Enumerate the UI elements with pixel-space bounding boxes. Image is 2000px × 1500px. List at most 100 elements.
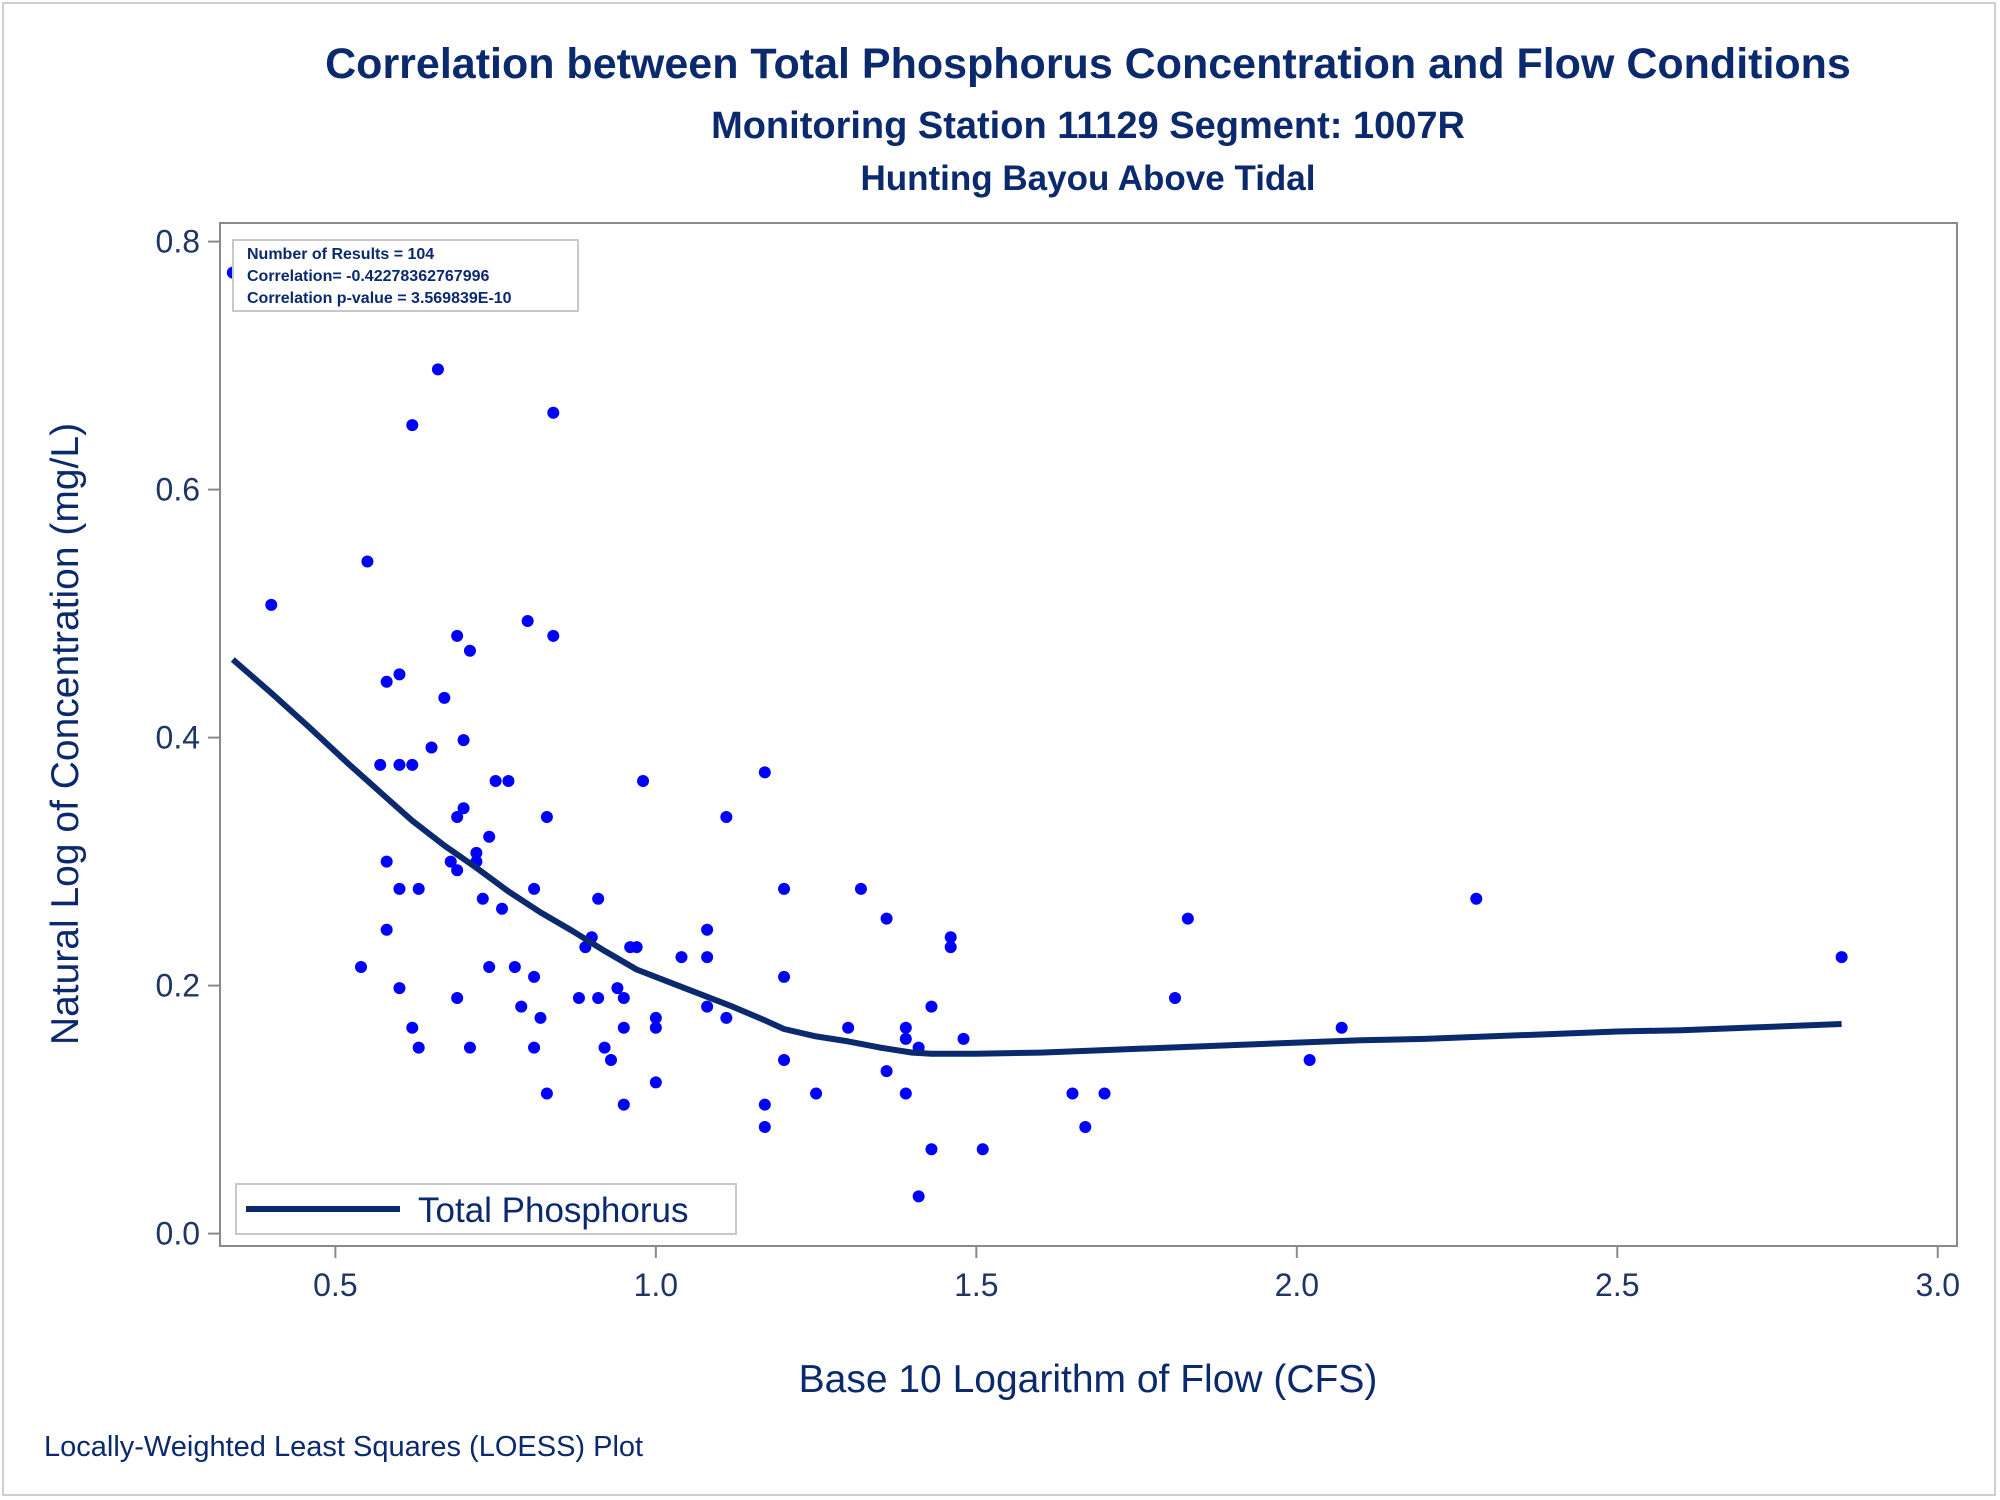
x-axis-label: Base 10 Logarithm of Flow (CFS)	[799, 1358, 1378, 1401]
data-point	[611, 982, 624, 995]
data-point	[393, 982, 406, 995]
legend-label-total-phosphorus: Total Phosphorus	[418, 1191, 688, 1230]
stats-inset-box	[232, 239, 579, 312]
stats-inset: Number of Results = 104 Correlation= -0.…	[232, 239, 579, 312]
y-tick-label: 0.8	[156, 224, 200, 260]
data-point	[547, 406, 560, 419]
data-point	[925, 1143, 938, 1156]
data-point	[944, 941, 957, 954]
data-point	[649, 1021, 662, 1034]
plot-area	[219, 222, 1958, 1247]
data-point	[470, 846, 483, 859]
data-point	[502, 775, 515, 787]
data-point	[778, 1054, 791, 1066]
data-point	[515, 1000, 528, 1013]
data-point	[489, 775, 502, 787]
data-point	[265, 598, 278, 611]
data-point	[476, 892, 489, 905]
data-point	[912, 1190, 925, 1203]
chart-subtitle: Monitoring Station 11129 Segment: 1007R	[711, 105, 1465, 147]
data-point	[758, 1120, 771, 1133]
data-point	[592, 892, 605, 905]
data-point	[1303, 1054, 1316, 1066]
data-point	[451, 810, 464, 823]
data-point	[899, 1021, 912, 1034]
data-point	[854, 882, 867, 895]
data-point	[425, 741, 438, 754]
data-point	[444, 855, 457, 868]
data-point	[1079, 1120, 1092, 1133]
data-point	[374, 758, 387, 771]
data-point	[406, 758, 419, 771]
chart-subtitle-2: Hunting Bayou Above Tidal	[860, 159, 1315, 198]
data-point	[463, 1041, 476, 1054]
data-point	[701, 1000, 714, 1013]
data-point	[457, 802, 470, 815]
legend: Total Phosphorus	[235, 1183, 737, 1235]
data-point	[393, 882, 406, 895]
data-point	[899, 1032, 912, 1045]
data-point	[451, 992, 464, 1004]
data-point	[380, 675, 393, 688]
data-point	[438, 691, 451, 704]
data-point	[540, 810, 553, 823]
data-point	[720, 1011, 733, 1024]
data-point	[1335, 1021, 1348, 1034]
footnote: Locally-Weighted Least Squares (LOESS) P…	[44, 1431, 643, 1463]
data-point	[899, 1087, 912, 1100]
data-point	[528, 882, 541, 895]
data-point	[393, 668, 406, 681]
y-axis: 0.0 0.2 0.4 0.6 0.8	[156, 224, 220, 1252]
data-point	[957, 1032, 970, 1045]
x-tick-label: 3.0	[1916, 1267, 1960, 1303]
data-point	[592, 992, 605, 1004]
loess-line	[230, 657, 1842, 1057]
data-point	[451, 864, 464, 877]
x-tick-label: 2.5	[1595, 1267, 1639, 1303]
data-point	[406, 419, 419, 432]
data-point	[880, 912, 893, 925]
y-tick-label: 0.4	[156, 720, 200, 756]
data-point	[1835, 951, 1848, 964]
data-point	[457, 734, 470, 747]
data-point	[483, 830, 496, 843]
data-point	[675, 951, 688, 964]
x-axis: 0.5 1.0 1.5 2.0 2.5 3.0	[313, 1246, 1960, 1303]
y-tick-label: 0.2	[156, 968, 200, 1004]
data-point	[604, 1054, 617, 1066]
data-point	[521, 615, 534, 628]
data-point	[637, 775, 650, 787]
data-point	[540, 1087, 553, 1100]
data-point	[649, 1076, 662, 1089]
data-point	[393, 758, 406, 771]
data-point	[617, 1021, 630, 1034]
stats-count: Number of Results = 104	[247, 246, 434, 263]
data-point	[380, 855, 393, 868]
x-tick-label: 2.0	[1275, 1267, 1319, 1303]
data-point	[649, 1011, 662, 1024]
data-point	[528, 970, 541, 983]
data-point	[842, 1021, 855, 1034]
y-axis-label: Natural Log of Concentration (mg/L)	[44, 423, 87, 1045]
x-tick-label: 1.5	[954, 1267, 998, 1303]
data-point	[617, 992, 630, 1004]
x-tick-label: 1.0	[634, 1267, 678, 1303]
data-point	[1470, 892, 1483, 905]
data-point	[355, 961, 368, 973]
data-point	[598, 1041, 611, 1054]
data-point	[534, 1011, 547, 1024]
stats-p-value: Correlation p-value = 3.569839E-10	[247, 290, 512, 307]
data-point	[508, 961, 521, 973]
data-point	[380, 923, 393, 936]
data-point	[412, 1041, 425, 1054]
data-point	[572, 992, 585, 1004]
data-point	[630, 941, 643, 954]
data-point	[361, 555, 374, 568]
data-point	[1098, 1087, 1111, 1100]
data-point	[406, 1021, 419, 1034]
data-point	[810, 1087, 823, 1100]
data-point	[1169, 992, 1182, 1004]
chart-title: Correlation between Total Phosphorus Con…	[325, 40, 1851, 88]
